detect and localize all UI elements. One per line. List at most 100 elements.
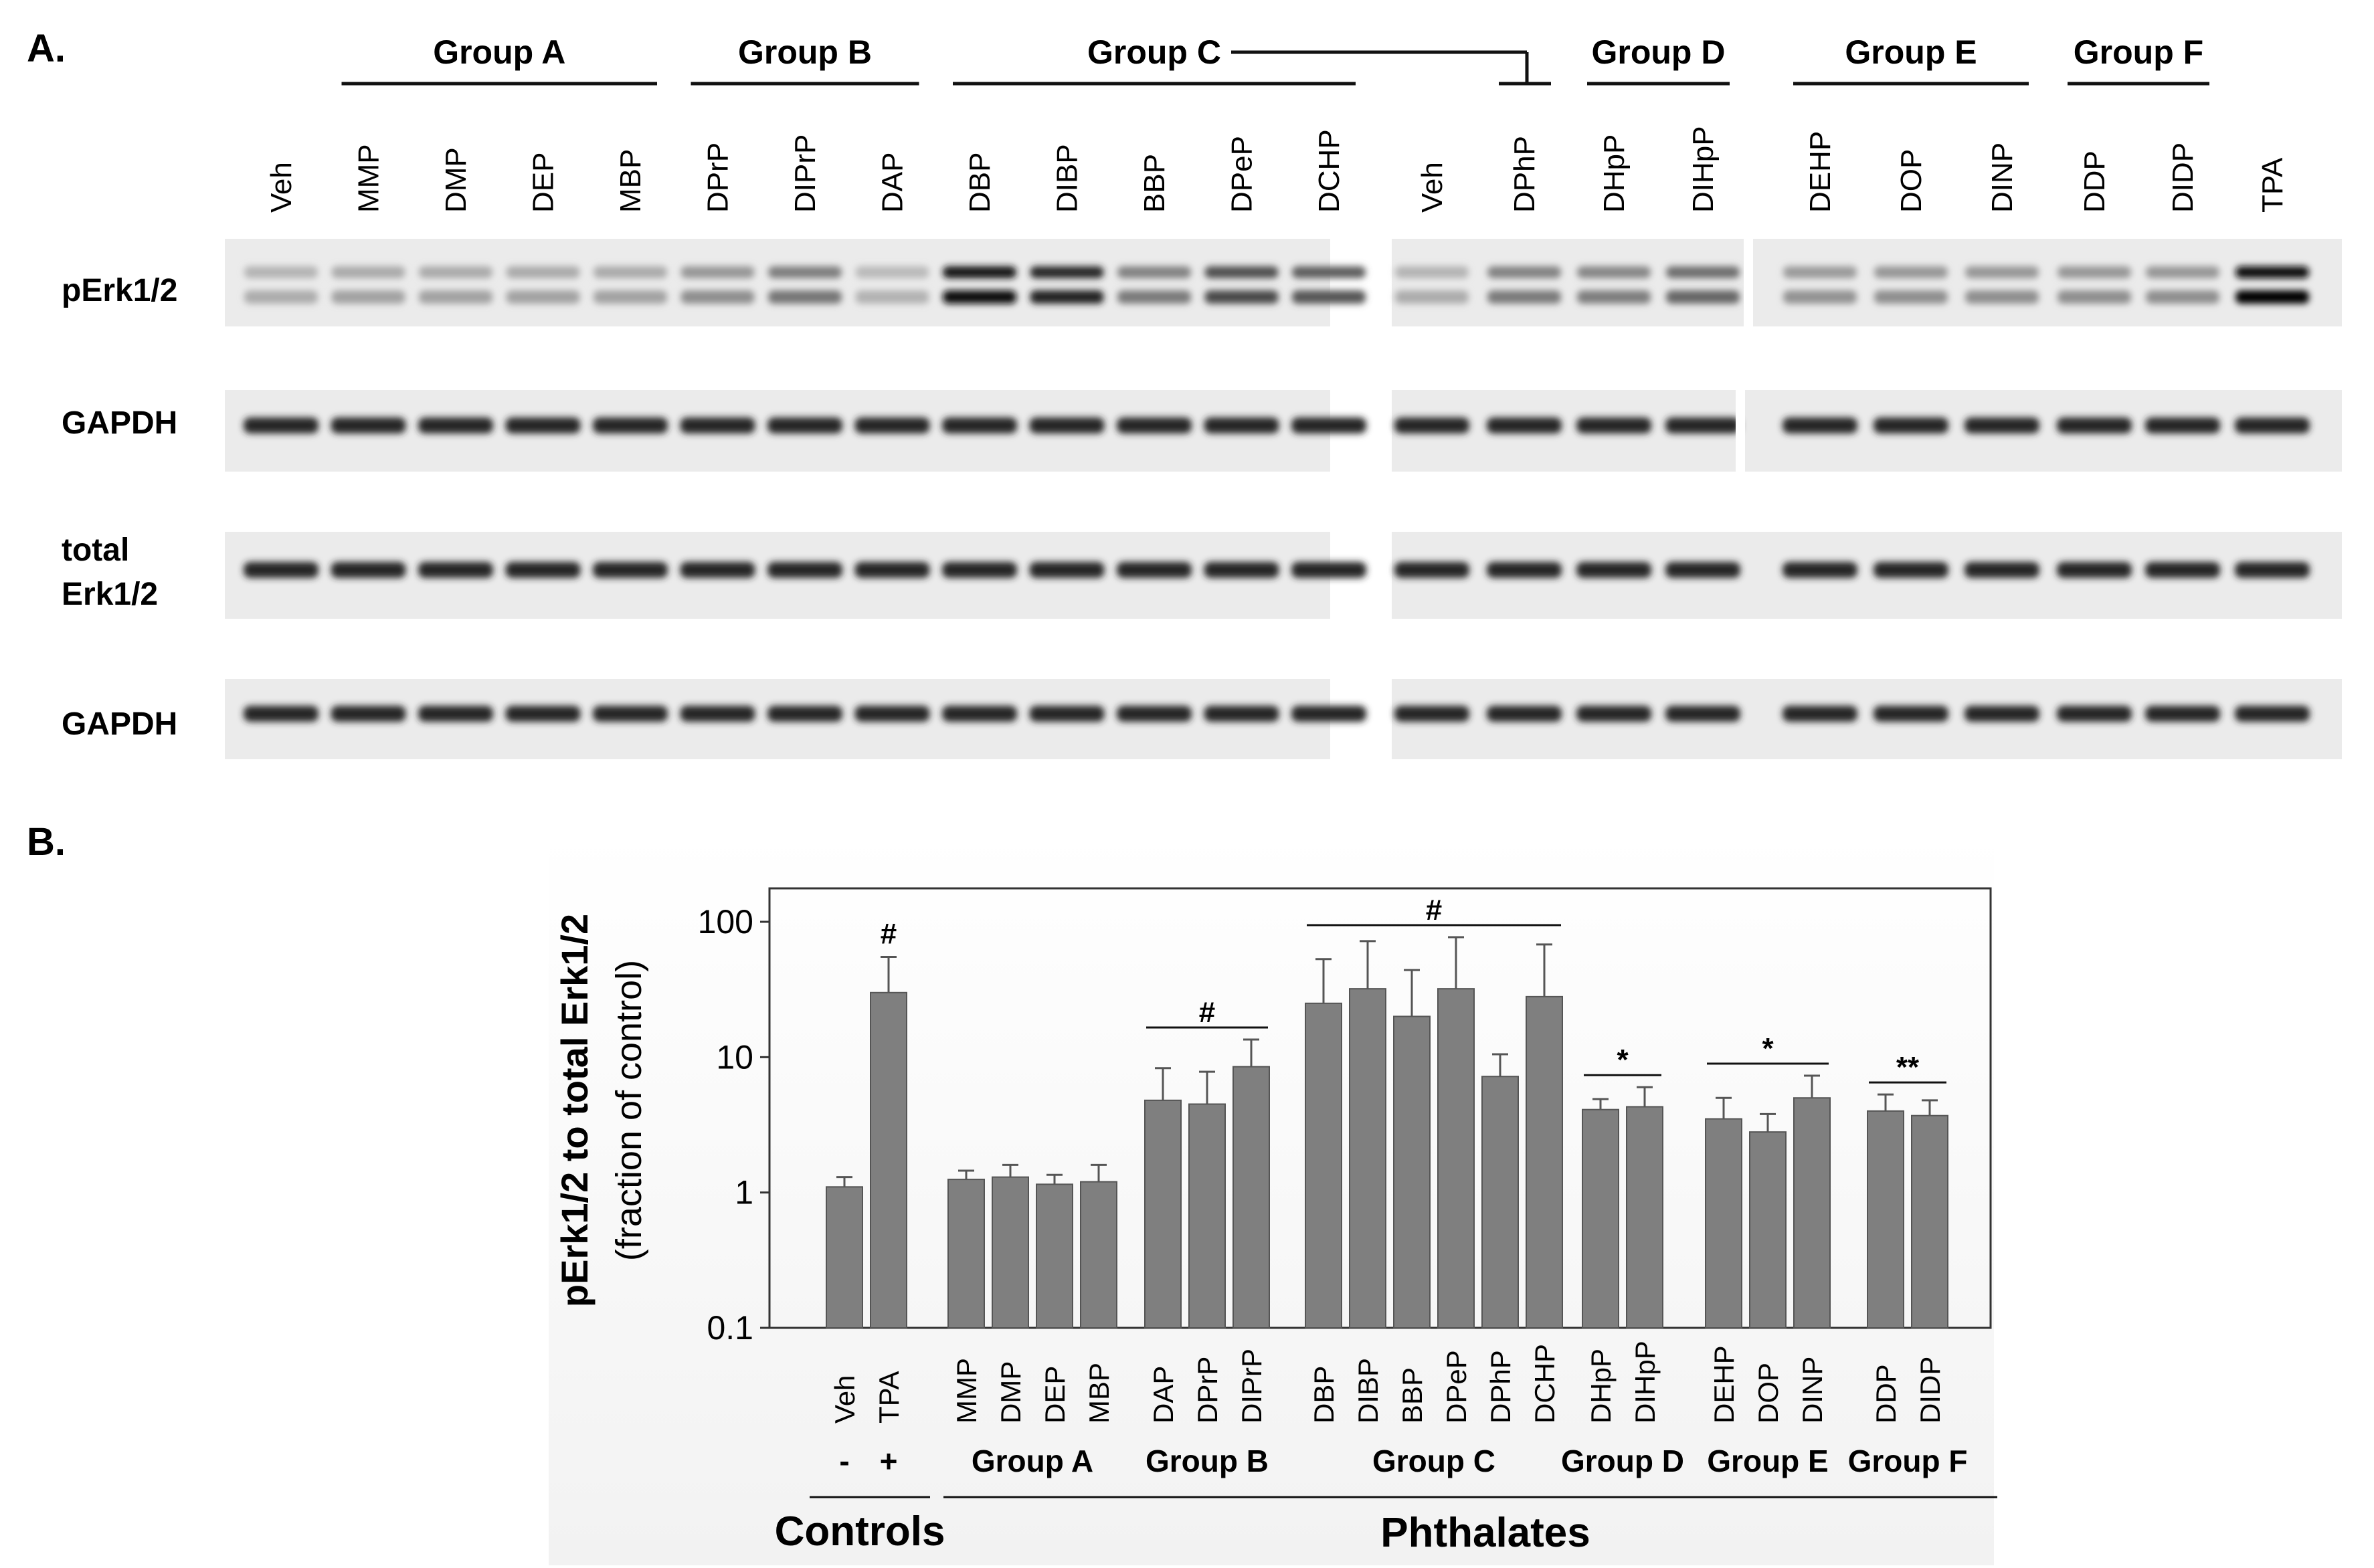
blot-band: [1204, 417, 1279, 433]
blot-band: [2235, 706, 2310, 722]
perk-band-upper: [1783, 266, 1857, 278]
x-category-label: DIBP: [1352, 1358, 1384, 1424]
bar: [1867, 1110, 1904, 1329]
supergroup-phthalates: Phthalates: [1380, 1510, 1590, 1556]
blot-band: [1576, 706, 1651, 722]
blot-band: [1874, 706, 1948, 722]
significance-mark: *: [1617, 1044, 1629, 1076]
blot-band: [680, 706, 755, 722]
x-category-label: DIHpP: [1629, 1341, 1661, 1424]
lane-label: DDP: [2078, 151, 2111, 213]
blot-band: [1874, 562, 1948, 578]
x-category-label: DIDP: [1914, 1357, 1946, 1424]
lane-label: DIPrP: [789, 134, 822, 213]
blot-band: [767, 562, 842, 578]
perk-band-upper: [1965, 266, 2039, 278]
blot-band: [1117, 562, 1192, 578]
perk-band-upper: [331, 266, 405, 278]
lane-label: MBP: [614, 149, 647, 213]
control-sign: +: [880, 1444, 898, 1478]
perk-band-lower: [1395, 290, 1469, 304]
blot-band: [2057, 417, 2132, 433]
splice-gap: [1744, 234, 1753, 331]
bar: [1144, 1099, 1182, 1329]
blot-band: [418, 562, 493, 578]
blot-band: [418, 706, 493, 722]
x-category-label: DAP: [1148, 1366, 1179, 1424]
blot-band: [505, 562, 581, 578]
bar: [1036, 1183, 1073, 1329]
perk-band-lower: [506, 290, 580, 304]
blot-band: [942, 562, 1017, 578]
perk-band-upper: [1874, 266, 1948, 278]
blot-band: [2145, 562, 2220, 578]
perk-band-upper: [1204, 266, 1279, 278]
blot-band: [1487, 562, 1562, 578]
x-category-label: TPA: [873, 1371, 905, 1424]
blot-band: [1204, 706, 1279, 722]
blot-band: [2235, 417, 2310, 433]
blot-band: [1665, 706, 1740, 722]
blot-band: [1965, 562, 2039, 578]
blot-band: [593, 706, 668, 722]
blot-band: [331, 417, 406, 433]
blot-band: [1783, 417, 1857, 433]
blot-band: [1487, 417, 1562, 433]
bar: [1349, 988, 1386, 1329]
bar-chart: 0.1 1 10 100 pErk1/2 to total Erk1/2 (fractio…: [549, 833, 1997, 1565]
perk-band-lower: [1783, 290, 1857, 304]
blot-band: [331, 562, 406, 578]
bar: [1393, 1015, 1431, 1329]
perk-band-upper: [244, 266, 318, 278]
row-label-total-line2: Erk1/2: [62, 577, 158, 612]
perk-band-upper: [768, 266, 842, 278]
perk-band-lower: [2058, 290, 2131, 304]
blot-band: [1291, 562, 1366, 578]
blot-band: [854, 562, 930, 578]
perk-band-lower: [594, 290, 667, 304]
perk-band-lower: [1030, 290, 1104, 304]
x-category-label: DEP: [1039, 1366, 1071, 1424]
blot-band: [854, 706, 930, 722]
perk-band-upper: [1577, 266, 1651, 278]
lane-label: DIHpP: [1687, 126, 1720, 213]
x-category-label: MBP: [1083, 1363, 1115, 1424]
blot-band: [1117, 417, 1192, 433]
blot-membrane: [1392, 239, 2342, 326]
perk-band-lower: [1117, 290, 1191, 304]
lane-label: BBP: [1138, 154, 1171, 213]
row-label-gapdh-2: GAPDH: [62, 706, 177, 742]
significance-mark: #: [1426, 894, 1442, 926]
perk-band-lower: [680, 290, 755, 304]
y-axis-label: pErk1/2 to total Erk1/2: [553, 914, 596, 1307]
perk-band-upper: [855, 266, 929, 278]
perk-band-lower: [1204, 290, 1279, 304]
perk-band-lower: [244, 290, 318, 304]
x-category-label: Veh: [829, 1375, 860, 1424]
blot-band: [680, 417, 755, 433]
western-blots: Veh MMP DMP DEP MBP DPrP DIPrP DAP DBP DIBP BBP DPe…: [225, 33, 2342, 759]
perk-band-upper: [1395, 266, 1469, 278]
blot-band: [1394, 417, 1469, 433]
blot-band: [1204, 562, 1279, 578]
bar: [826, 1186, 863, 1329]
supergroup-controls: Controls: [775, 1508, 945, 1555]
blot-band: [1117, 706, 1192, 722]
x-category-label: DHpP: [1585, 1349, 1617, 1424]
perk-band-lower: [2146, 290, 2219, 304]
panel-a-label: A.: [27, 27, 66, 70]
perk-band-upper: [1487, 266, 1561, 278]
bar: [1232, 1066, 1270, 1329]
blot-band: [1576, 562, 1651, 578]
perk-band-lower: [768, 290, 842, 304]
x-category-label: DCHP: [1529, 1344, 1560, 1424]
x-group-label: Group E: [1707, 1444, 1828, 1478]
x-group-label: Group B: [1146, 1444, 1269, 1478]
blot-band: [1029, 562, 1105, 578]
lane-label: DAP: [877, 153, 909, 213]
lane-label: DIDP: [2167, 142, 2199, 213]
blot-band: [505, 706, 581, 722]
x-group-label: Group D: [1561, 1444, 1684, 1478]
lane-label: Veh: [265, 162, 298, 213]
